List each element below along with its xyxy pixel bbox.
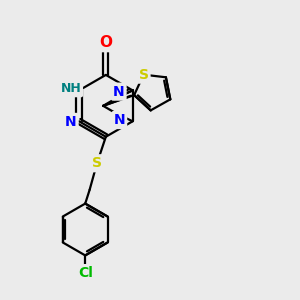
Text: Cl: Cl	[78, 266, 93, 280]
Text: S: S	[92, 156, 102, 170]
Text: O: O	[99, 35, 112, 50]
Text: N: N	[65, 115, 76, 129]
Text: S: S	[139, 68, 148, 82]
Text: NH: NH	[60, 82, 81, 95]
Text: N: N	[113, 85, 124, 99]
Text: N: N	[113, 113, 125, 127]
